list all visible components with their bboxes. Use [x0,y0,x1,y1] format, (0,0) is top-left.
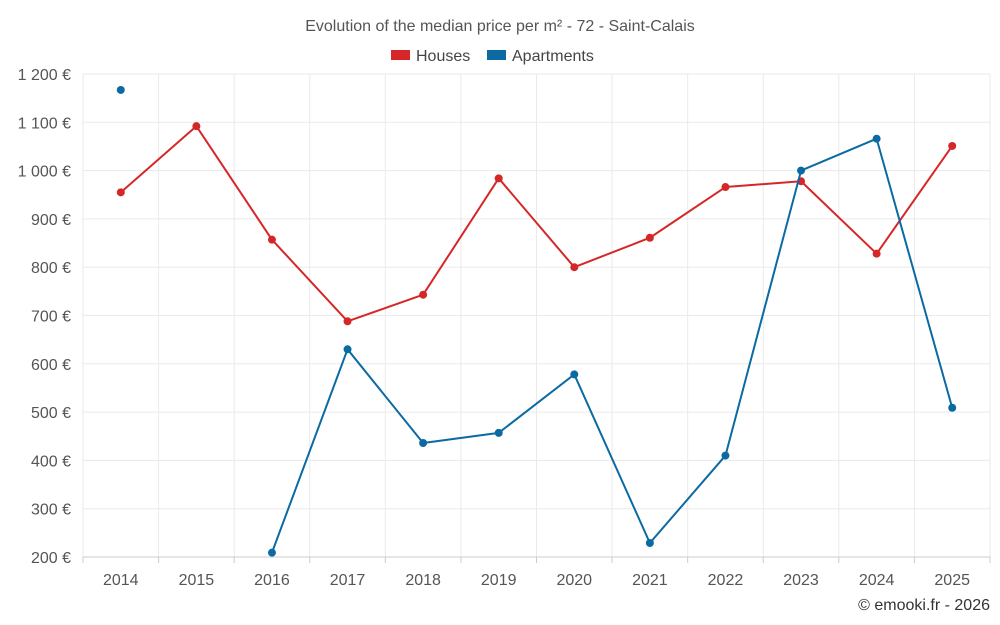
data-point-houses-2019[interactable] [494,174,503,183]
x-tick-label: 2014 [103,572,139,589]
y-tick-label: 1 100 € [18,115,71,132]
legend-swatch-apartments [487,50,506,60]
data-point-houses-2022[interactable] [721,183,730,192]
series-line-apartments [271,137,954,554]
data-point-apartments-2024[interactable] [872,134,881,143]
legend: Houses Apartments [391,48,594,65]
data-point-houses-2020[interactable] [570,263,579,272]
data-point-houses-2025[interactable] [948,141,957,150]
data-point-apartments-2014[interactable] [116,85,125,94]
legend-swatch-houses [391,50,410,60]
data-point-apartments-2023[interactable] [797,166,806,175]
data-point-houses-2017[interactable] [343,317,352,326]
series-line-houses [120,125,954,323]
data-point-apartments-2025[interactable] [948,403,957,412]
legend-label-apartments[interactable]: Apartments [512,48,594,65]
y-tick-label: 1 000 € [18,164,71,181]
x-tick-label: 2019 [481,572,517,589]
y-axis: 200 € 300 € 400 € 500 € 600 € 700 € 800 € 900 €… [18,67,71,567]
series [116,85,957,557]
data-point-apartments-2021[interactable] [645,538,654,547]
series-houses [116,122,957,326]
data-point-apartments-2016[interactable] [267,548,276,557]
data-point-houses-2016[interactable] [267,235,276,244]
credit-text: © emooki.fr - 2026 [858,597,990,614]
x-axis: 2014 2015 2016 2017 2018 2019 2020 2021 2022 2023… [82,556,991,589]
x-tick-label: 2020 [556,572,592,589]
y-tick-label: 400 € [31,453,71,470]
data-point-houses-2024[interactable] [872,249,881,258]
x-tick-label: 2021 [632,572,668,589]
data-point-houses-2021[interactable] [645,233,654,242]
legend-label-houses[interactable]: Houses [416,48,470,65]
x-tick-label: 2015 [179,572,215,589]
data-point-houses-2018[interactable] [419,290,428,299]
data-point-houses-2014[interactable] [116,188,125,197]
chart-title: Evolution of the median price per m² - 7… [305,18,695,35]
x-tick-label: 2023 [783,572,819,589]
y-tick-label: 600 € [31,357,71,374]
x-tick-label: 2016 [254,572,290,589]
y-tick-label: 300 € [31,502,71,519]
grid [82,73,991,558]
data-point-apartments-2018[interactable] [419,439,428,448]
data-point-apartments-2022[interactable] [721,451,730,460]
series-apartments [116,85,957,557]
x-tick-label: 2022 [708,572,744,589]
y-tick-label: 500 € [31,405,71,422]
y-tick-label: 1 200 € [18,67,71,84]
x-tick-label: 2025 [934,572,970,589]
y-tick-label: 200 € [31,550,71,567]
x-tick-label: 2017 [330,572,366,589]
y-tick-label: 900 € [31,212,71,229]
x-tick-label: 2024 [859,572,895,589]
y-tick-label: 700 € [31,309,71,326]
data-point-apartments-2017[interactable] [343,345,352,354]
data-point-apartments-2019[interactable] [494,428,503,437]
data-point-houses-2015[interactable] [192,122,201,131]
x-tick-label: 2018 [405,572,441,589]
data-point-apartments-2020[interactable] [570,370,579,379]
y-tick-label: 800 € [31,260,71,277]
